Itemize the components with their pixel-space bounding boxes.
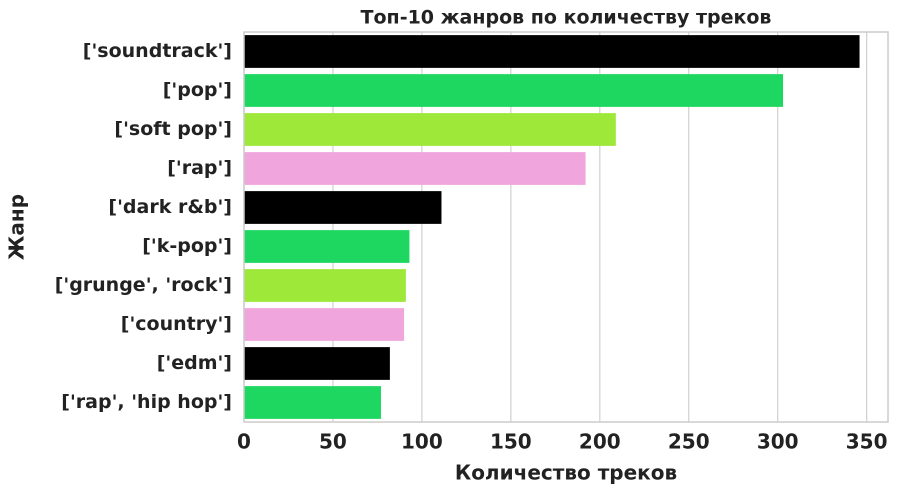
bar bbox=[244, 347, 390, 380]
x-axis-label: Количество треков bbox=[455, 461, 677, 485]
x-tick-label: 300 bbox=[757, 430, 799, 454]
bar bbox=[244, 191, 442, 224]
x-tick-label: 0 bbox=[237, 430, 251, 454]
bar bbox=[244, 113, 616, 146]
y-tick-label: ['pop'] bbox=[163, 79, 232, 101]
y-tick-label: ['rap'] bbox=[167, 157, 232, 179]
x-tick-label: 350 bbox=[846, 430, 888, 454]
y-axis-label: Жанр bbox=[5, 194, 29, 260]
x-tick-label: 50 bbox=[319, 430, 347, 454]
y-tick-label: ['soft pop'] bbox=[114, 118, 232, 140]
y-tick-label: ['edm'] bbox=[157, 352, 232, 374]
chart-title: Топ-10 жанров по количеству треков bbox=[361, 7, 772, 29]
y-tick-label: ['grunge', 'rock'] bbox=[55, 274, 232, 296]
y-tick-label: ['rap', 'hip hop'] bbox=[61, 391, 232, 413]
x-tick-label: 250 bbox=[668, 430, 710, 454]
bar bbox=[244, 152, 586, 185]
y-tick-label: ['soundtrack'] bbox=[83, 40, 232, 62]
bar bbox=[244, 74, 784, 107]
y-tick-label: ['dark r&b'] bbox=[108, 196, 232, 218]
bar bbox=[244, 230, 410, 263]
bar bbox=[244, 386, 381, 419]
bar bbox=[244, 269, 406, 302]
bar bbox=[244, 35, 860, 68]
bar bbox=[244, 308, 405, 341]
y-tick-label: ['k-pop'] bbox=[142, 235, 232, 257]
bars bbox=[244, 35, 860, 419]
x-tick-label: 100 bbox=[401, 430, 443, 454]
plot-frame bbox=[243, 31, 889, 423]
x-tick-label: 150 bbox=[490, 430, 532, 454]
x-tick-label: 200 bbox=[579, 430, 621, 454]
y-tick-label: ['country'] bbox=[121, 313, 232, 335]
